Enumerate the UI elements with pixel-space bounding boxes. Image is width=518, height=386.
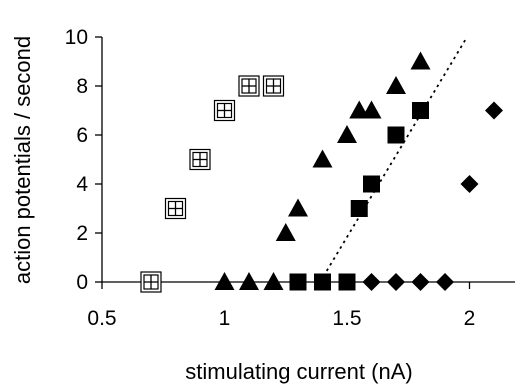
- x-tick-label: 1.5: [332, 307, 361, 330]
- diamond-marker: [387, 273, 405, 291]
- y-tick-label: 10: [65, 26, 88, 49]
- diamond-marker: [485, 101, 503, 120]
- boxed-plus-marker: [238, 75, 260, 97]
- x-tick-label: 2: [464, 307, 476, 330]
- triangle-marker: [312, 149, 333, 168]
- x-tick-label: 1: [219, 307, 231, 330]
- x-tick-label: 0.5: [87, 307, 116, 330]
- triangle-marker: [361, 100, 382, 119]
- boxed-plus-marker: [189, 148, 211, 171]
- diamond-marker: [362, 273, 381, 291]
- triangle-marker: [239, 272, 259, 290]
- square-marker: [350, 200, 368, 217]
- boxed-plus-marker: [164, 197, 187, 220]
- triangle-marker: [275, 223, 296, 241]
- boxed-plus-marker: [213, 99, 236, 122]
- x-axis-label: stimulating current (nA): [185, 359, 412, 384]
- square-marker: [387, 126, 405, 144]
- boxed-plus-marker: [140, 271, 162, 293]
- diamond-marker: [460, 175, 479, 193]
- square-marker: [412, 102, 429, 119]
- triangle-marker: [386, 76, 406, 94]
- data-markers: [140, 51, 503, 293]
- square-marker: [314, 273, 331, 291]
- triangle-marker: [288, 198, 308, 217]
- diamond-marker: [411, 273, 430, 291]
- square-marker: [363, 175, 380, 193]
- y-tick-label: 2: [76, 222, 88, 245]
- trend-line: [319, 36, 468, 283]
- trend-lines: [319, 36, 468, 283]
- square-marker: [338, 273, 356, 291]
- y-tick-label: 0: [76, 271, 88, 294]
- triangle-marker: [410, 51, 431, 70]
- plot-area: 0 2 4 6 8 10 0.5 1 1.5 2: [65, 26, 515, 330]
- y-tick-label: 8: [76, 75, 88, 98]
- triangle-marker: [263, 272, 284, 290]
- diamond-marker: [436, 273, 454, 291]
- y-tick-label: 4: [76, 173, 88, 196]
- axis-ticks: 0 2 4 6 8 10 0.5 1 1.5 2: [65, 26, 476, 330]
- boxed-plus-marker: [262, 75, 285, 97]
- triangle-marker: [337, 125, 357, 143]
- triangle-marker: [214, 272, 235, 290]
- square-marker: [289, 273, 307, 291]
- y-tick-label: 6: [76, 124, 88, 147]
- y-axis-label: action potentials / second: [10, 36, 35, 284]
